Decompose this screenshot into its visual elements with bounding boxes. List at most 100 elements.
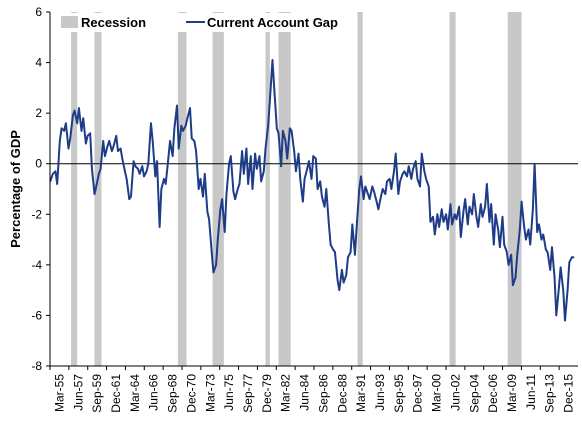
x-tick-label-8: Dec-70 bbox=[184, 374, 198, 413]
axes bbox=[49, 12, 578, 367]
data-point-234 bbox=[555, 314, 558, 317]
data-point-3 bbox=[54, 170, 57, 173]
data-point-183 bbox=[445, 213, 447, 216]
x-tick-label-1: Mar-55 bbox=[52, 374, 66, 412]
data-point-76 bbox=[212, 271, 215, 274]
data-point-94 bbox=[251, 188, 254, 190]
y-tick-label-7: -6 bbox=[31, 308, 42, 322]
data-point-212 bbox=[507, 264, 510, 266]
data-point-59 bbox=[176, 104, 178, 107]
y-tick-label-6: -4 bbox=[31, 258, 42, 272]
data-point-110 bbox=[286, 157, 289, 160]
data-point-51 bbox=[158, 226, 161, 228]
data-point-103 bbox=[271, 59, 274, 61]
data-point-130 bbox=[329, 243, 332, 246]
data-point-54 bbox=[164, 183, 167, 185]
data-point-141 bbox=[354, 253, 356, 256]
data-point-190 bbox=[460, 236, 462, 238]
data-point-178 bbox=[433, 233, 436, 236]
data-point-52 bbox=[160, 188, 163, 190]
data-point-131 bbox=[332, 248, 335, 251]
x-tick-label-2: Jun-57 bbox=[71, 374, 85, 411]
data-point-21 bbox=[93, 193, 96, 195]
data-point-69 bbox=[197, 188, 200, 190]
data-point-198 bbox=[477, 226, 479, 228]
data-point-83 bbox=[228, 162, 230, 165]
data-point-197 bbox=[475, 216, 478, 218]
data-point-57 bbox=[171, 155, 174, 157]
data-point-17 bbox=[85, 142, 87, 145]
data-point-23 bbox=[98, 173, 100, 175]
data-point-77 bbox=[215, 264, 217, 266]
data-point-176 bbox=[429, 221, 432, 223]
data-point-171 bbox=[419, 185, 421, 188]
data-point-144 bbox=[360, 175, 362, 178]
data-point-6 bbox=[60, 127, 63, 130]
x-tick-label-6: Jun-66 bbox=[147, 374, 161, 411]
data-point-207 bbox=[497, 228, 499, 231]
x-tick-label-17: Mar-91 bbox=[354, 374, 368, 412]
data-point-195 bbox=[471, 213, 473, 216]
data-point-134 bbox=[338, 289, 341, 291]
data-point-35 bbox=[124, 170, 126, 173]
data-point-88 bbox=[238, 183, 241, 185]
y-tick-label-5: -2 bbox=[31, 207, 42, 221]
data-point-100 bbox=[264, 147, 267, 150]
x-tick-label-23: Sep-04 bbox=[467, 374, 481, 413]
data-point-186 bbox=[451, 223, 453, 226]
data-point-231 bbox=[549, 269, 552, 271]
data-point-34 bbox=[121, 157, 124, 160]
data-point-219 bbox=[523, 226, 525, 228]
data-point-229 bbox=[545, 248, 547, 251]
data-point-132 bbox=[334, 251, 336, 254]
data-point-70 bbox=[199, 178, 202, 180]
data-point-2 bbox=[52, 173, 54, 175]
data-point-86 bbox=[234, 198, 236, 200]
data-point-216 bbox=[516, 253, 519, 256]
data-point-12 bbox=[73, 109, 76, 112]
data-point-213 bbox=[510, 253, 512, 256]
data-point-204 bbox=[490, 203, 493, 205]
data-point-26 bbox=[104, 155, 106, 157]
data-point-38 bbox=[130, 195, 132, 198]
data-point-120 bbox=[308, 160, 310, 162]
x-tick-label-3: Sep-59 bbox=[90, 374, 104, 413]
data-point-156 bbox=[386, 180, 388, 183]
x-tick-label-26: Jun-11 bbox=[524, 374, 538, 410]
data-point-9 bbox=[67, 147, 70, 150]
data-point-239 bbox=[566, 289, 569, 291]
data-point-93 bbox=[249, 155, 252, 157]
data-point-123 bbox=[315, 157, 317, 160]
x-tick-label-16: Dec-88 bbox=[335, 374, 349, 413]
data-point-221 bbox=[527, 228, 530, 231]
data-point-14 bbox=[78, 107, 80, 109]
data-point-155 bbox=[384, 193, 387, 195]
x-tick-label-13: Mar-82 bbox=[279, 374, 293, 412]
data-point-60 bbox=[177, 147, 180, 150]
data-point-228 bbox=[542, 233, 545, 236]
x-tick-label-19: Sep-95 bbox=[392, 374, 406, 413]
data-point-202 bbox=[486, 183, 488, 185]
data-point-157 bbox=[388, 178, 391, 180]
data-point-208 bbox=[499, 246, 501, 248]
data-point-136 bbox=[342, 281, 345, 284]
data-point-151 bbox=[375, 200, 378, 203]
data-point-111 bbox=[289, 127, 291, 130]
data-point-192 bbox=[464, 198, 466, 200]
data-point-32 bbox=[117, 150, 119, 152]
y-axis-label: Percentage of GDP bbox=[8, 130, 23, 248]
y-tick-label-1: 6 bbox=[35, 5, 42, 19]
data-point-164 bbox=[403, 170, 406, 173]
data-point-50 bbox=[156, 160, 158, 162]
data-point-218 bbox=[520, 200, 523, 203]
legend: Recession Current Account Gap bbox=[52, 13, 338, 32]
data-point-22 bbox=[95, 185, 98, 188]
data-point-149 bbox=[371, 185, 374, 188]
data-point-147 bbox=[367, 193, 369, 195]
data-point-43 bbox=[141, 165, 144, 168]
data-point-135 bbox=[341, 269, 343, 271]
data-point-242 bbox=[572, 256, 575, 259]
x-tick-label-10: Jun-75 bbox=[222, 374, 236, 411]
data-point-25 bbox=[102, 140, 105, 142]
data-point-16 bbox=[82, 117, 85, 119]
